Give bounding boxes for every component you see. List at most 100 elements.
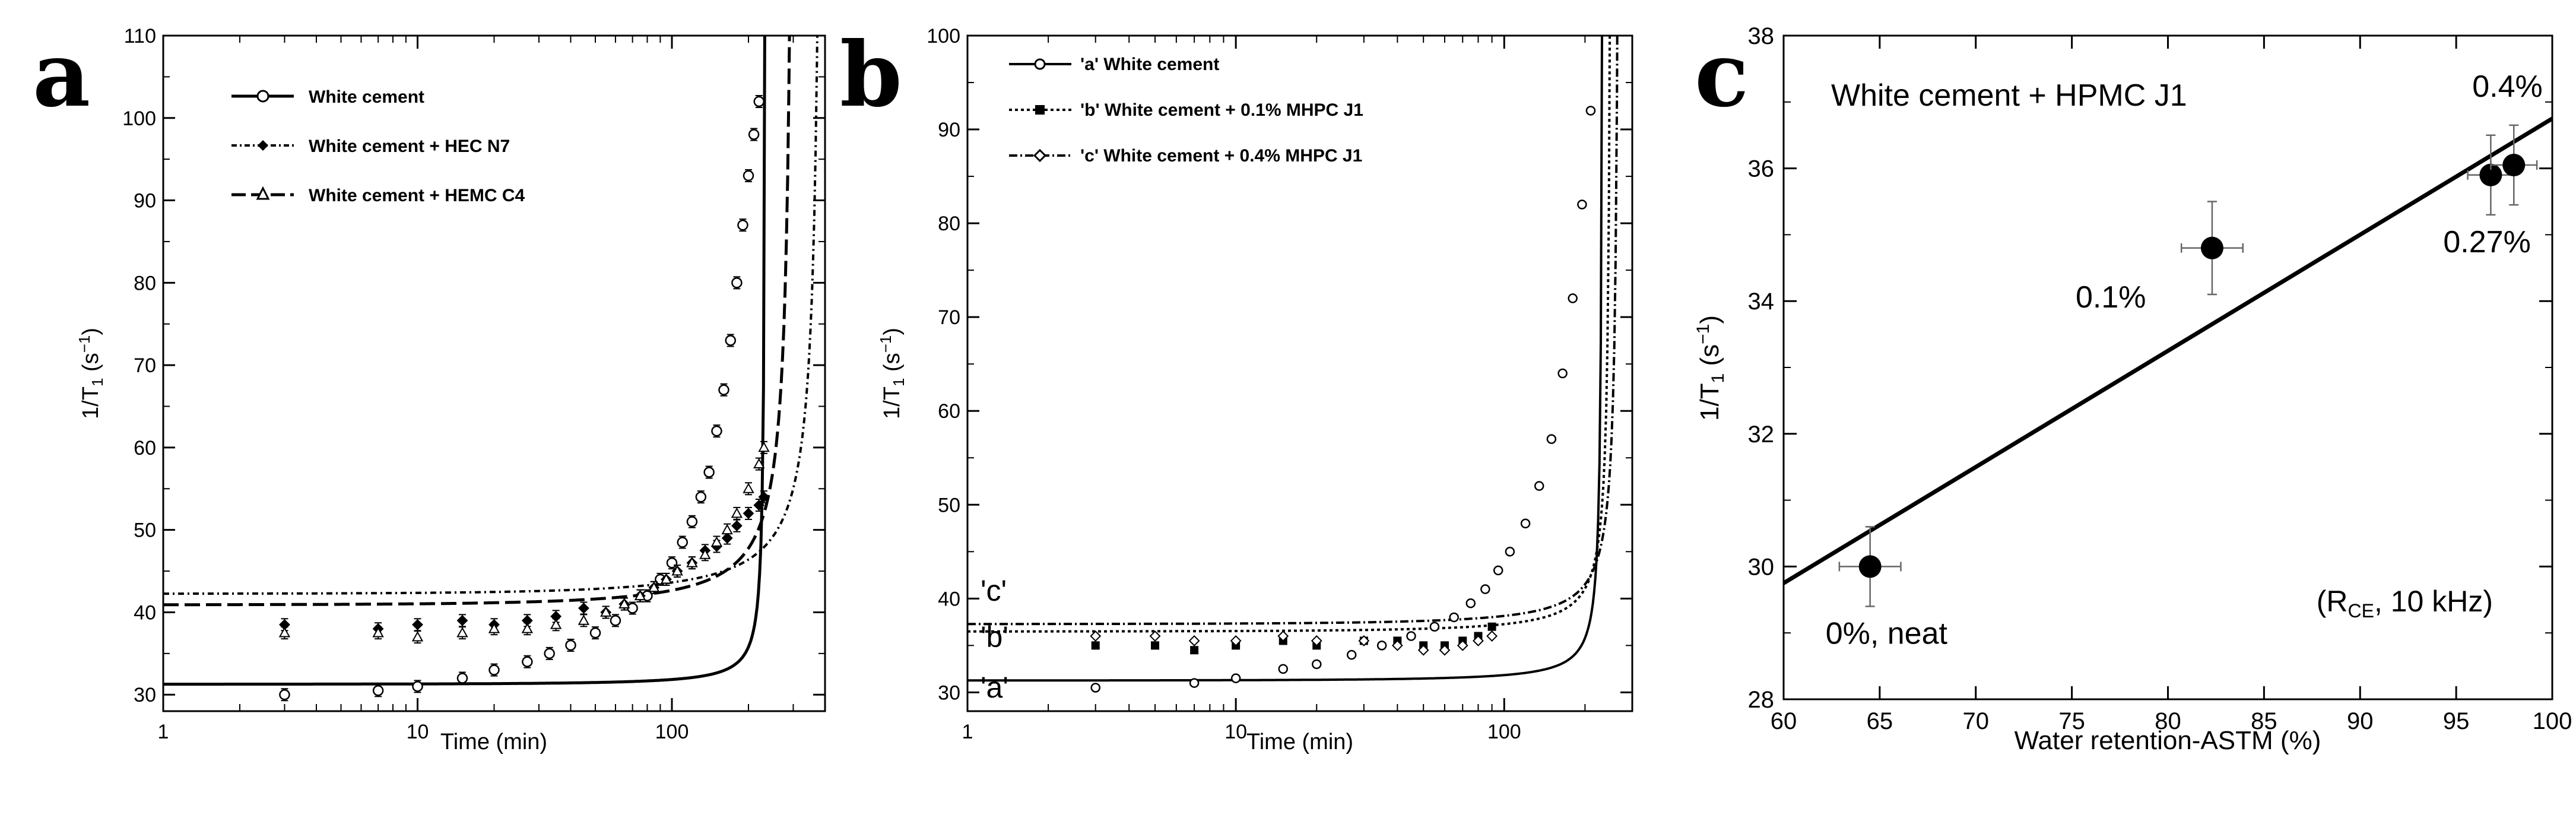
- y-tick-label: 110: [124, 25, 156, 47]
- data-point: [550, 619, 562, 629]
- data-point: [1546, 434, 1557, 444]
- y-axis-label-b: 1/T1 (s−1): [877, 328, 908, 419]
- data-point: [1557, 368, 1568, 379]
- x-tick-label: 10: [407, 721, 429, 743]
- data-point: [412, 619, 423, 630]
- data-point: [1473, 635, 1484, 646]
- data-point: [660, 573, 672, 584]
- x-axis-label-a: Time (min): [440, 730, 547, 754]
- data-point: [1278, 664, 1289, 674]
- data-point: [758, 441, 770, 452]
- x-tick-label: 85: [2251, 708, 2277, 734]
- y-tick-label: 60: [938, 400, 960, 423]
- data-point: [610, 615, 621, 626]
- rce-annotation: (RCE, 10 kHz): [2317, 585, 2493, 622]
- data-point: [1493, 565, 1503, 576]
- data-point: [1449, 612, 1459, 623]
- data-point: [1520, 518, 1531, 529]
- data-point: [686, 557, 698, 567]
- legend-b-item-0: 'a' White cement: [1080, 55, 1219, 74]
- fit-curve-c: [967, 35, 1619, 626]
- y-tick-label: 30: [938, 681, 960, 704]
- data-point: [2502, 154, 2526, 177]
- legend-b-item-2: 'c' White cement + 0.4% MHPC J1: [1080, 146, 1362, 166]
- data-point: [1480, 584, 1490, 594]
- data-point: [372, 685, 384, 696]
- data-point: [1457, 639, 1468, 651]
- data-point: [753, 458, 765, 469]
- data-point: [1090, 683, 1100, 693]
- y-tick-label: 50: [938, 494, 960, 516]
- data-point: [721, 524, 733, 535]
- y-tick-label: 80: [134, 272, 156, 294]
- data-point: [411, 631, 424, 642]
- x-tick-label: 100: [655, 721, 689, 743]
- x-tick-label: 65: [1867, 708, 1893, 734]
- regression-line: [1782, 116, 2553, 585]
- x-tick-label: 100: [2533, 708, 2572, 734]
- panel-letter-b: b: [840, 23, 902, 127]
- data-point: [488, 623, 500, 633]
- legend-a: White cement White cement + HEC N7 White…: [231, 87, 525, 205]
- data-point: [686, 516, 698, 528]
- data-point: [699, 548, 711, 559]
- y-tick-label: 100: [927, 25, 960, 47]
- panel-b: 1 10 100 30 40 50 60 70 80 90 100 'a' White cement…: [877, 25, 1633, 754]
- data-point: [1439, 644, 1451, 656]
- data-point: [648, 581, 660, 592]
- y-tick-label: 36: [1748, 156, 1775, 182]
- data-point: [671, 565, 683, 576]
- y-tick-label: 90: [134, 190, 156, 213]
- y-tick-label: 100: [122, 107, 156, 130]
- data-point: [521, 623, 534, 633]
- data-point: [1417, 644, 1429, 656]
- y-tick-label: 90: [938, 119, 960, 141]
- fit-curve-a: [967, 35, 1603, 682]
- panel-letter-a: a: [33, 23, 90, 127]
- data-label: 0%, neat: [1826, 616, 1948, 651]
- fit-curve-b: [967, 35, 1611, 633]
- y-tick-label: 50: [134, 519, 156, 542]
- x-axis-label-c: Water retention-ASTM (%): [2015, 726, 2321, 755]
- y-axis-label-c: 1/T1 (s−1): [1693, 315, 1728, 421]
- data-point: [743, 170, 754, 182]
- data-point: [1151, 641, 1160, 650]
- fit-curve-hemc-c4: [163, 35, 791, 607]
- data-point: [618, 598, 630, 608]
- legend-a-item-2: White cement + HEMC C4: [309, 186, 525, 205]
- data-point: [1311, 659, 1322, 670]
- data-point: [1149, 630, 1161, 642]
- data-point: [666, 557, 678, 569]
- x-tick-label: 1: [962, 721, 973, 743]
- x-tick-label: 100: [1487, 721, 1521, 743]
- data-point: [1585, 106, 1596, 116]
- data-point: [372, 627, 384, 638]
- data-point: [1090, 630, 1102, 642]
- data-point: [1190, 646, 1199, 655]
- y-axis-label-a: 1/T1 (s−1): [75, 328, 106, 419]
- data-point: [1577, 199, 1587, 210]
- data-point: [1091, 641, 1100, 650]
- data-point: [589, 627, 601, 639]
- data-point: [743, 508, 754, 519]
- data-point: [758, 491, 770, 503]
- data-point: [753, 96, 764, 107]
- data-point: [1406, 631, 1416, 641]
- data-point: [1230, 635, 1242, 646]
- curve-tag-b: 'b': [981, 620, 1008, 654]
- data-point: [731, 507, 743, 518]
- data-point: [718, 384, 729, 396]
- data-point: [578, 614, 590, 625]
- data-point: [1230, 673, 1241, 683]
- data-point: [1534, 481, 1544, 491]
- legend-b: 'a' White cement 'b' White cement + 0.1%…: [1009, 55, 1363, 166]
- y-tick-label: 70: [938, 306, 960, 329]
- y-tick-label: 40: [134, 601, 156, 624]
- data-point: [748, 129, 760, 140]
- y-tick-label: 80: [938, 213, 960, 235]
- data-point: [1568, 293, 1578, 303]
- data-point: [1858, 555, 1882, 578]
- data-point: [412, 681, 423, 692]
- data-point: [1505, 547, 1515, 557]
